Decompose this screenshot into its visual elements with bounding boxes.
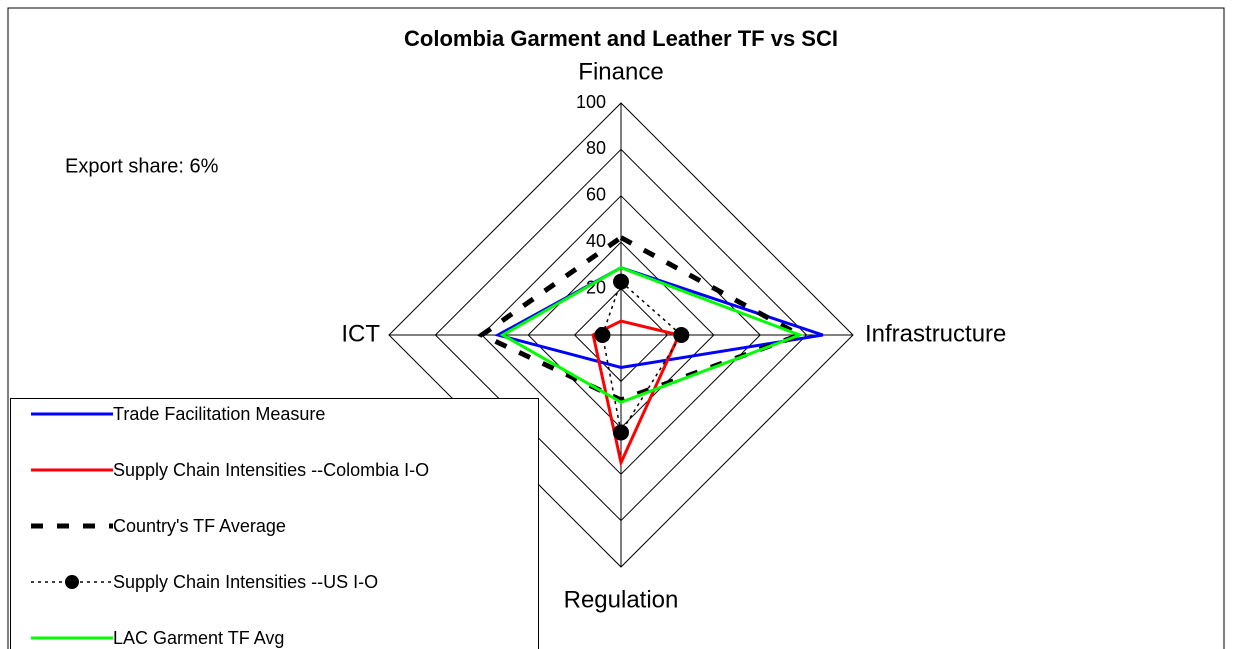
- category-label: Infrastructure: [865, 320, 1006, 347]
- r-tick-label: 80: [586, 138, 606, 158]
- legend-swatch: [31, 468, 113, 472]
- legend-label: Trade Facilitation Measure: [113, 404, 326, 424]
- marker: [594, 327, 611, 343]
- legend-swatch: [31, 636, 113, 640]
- r-tick-label: 100: [576, 92, 606, 112]
- legend-label: Supply Chain Intensities --Colombia I-O: [113, 460, 430, 480]
- legend-marker: [65, 575, 79, 589]
- r-tick-label: 20: [586, 277, 606, 297]
- marker: [613, 273, 629, 290]
- r-tick-label: 60: [586, 185, 606, 205]
- marker: [613, 424, 629, 441]
- annotation: Export share: 6%: [65, 155, 219, 177]
- category-label: Finance: [578, 58, 663, 85]
- legend-swatch: [31, 523, 113, 529]
- legend-label: LAC Garment TF Avg: [113, 628, 285, 648]
- chart-title: Colombia Garment and Leather TF vs SCI: [404, 26, 838, 51]
- legend-swatch: [31, 412, 113, 416]
- legend: Trade Facilitation Measure Supply Chain I…: [10, 398, 539, 649]
- series-line: [476, 234, 806, 403]
- legend-label: Supply Chain Intensities --US I-O: [113, 572, 379, 592]
- marker: [673, 327, 690, 343]
- series-line: [494, 266, 824, 370]
- r-tick-label: 40: [586, 231, 606, 251]
- category-label: Regulation: [564, 586, 679, 613]
- series-line: [499, 266, 804, 404]
- legend-swatch: [31, 575, 113, 589]
- legend-label: Country's TF Average: [113, 516, 286, 536]
- category-label: ICT: [341, 320, 380, 347]
